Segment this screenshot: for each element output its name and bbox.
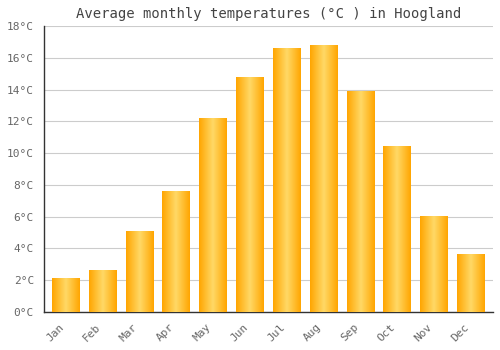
Title: Average monthly temperatures (°C ) in Hoogland: Average monthly temperatures (°C ) in Ho… <box>76 7 461 21</box>
